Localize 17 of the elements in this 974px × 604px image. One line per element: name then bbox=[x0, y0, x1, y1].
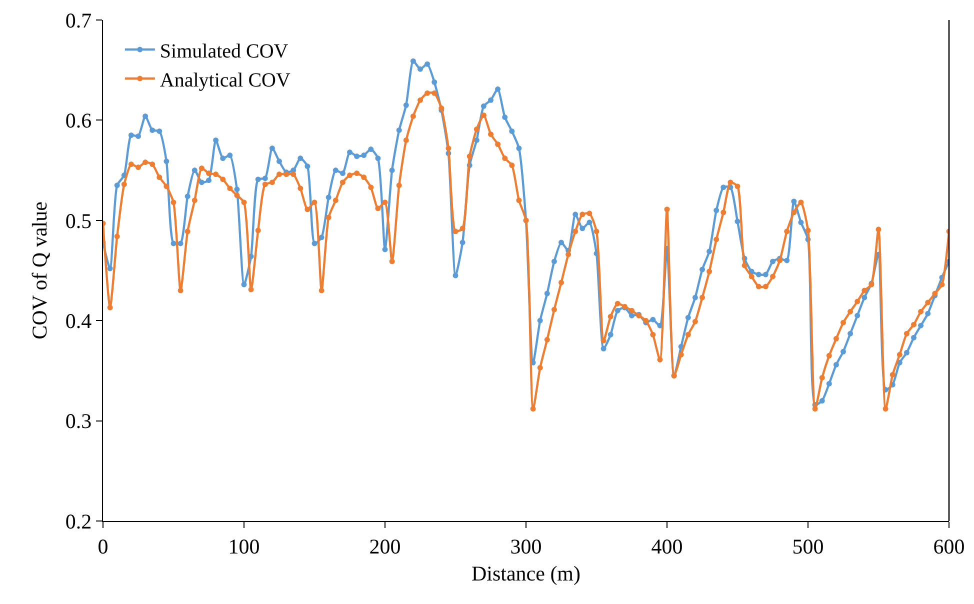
legend-label: Analytical COV bbox=[160, 69, 292, 92]
x-tick-label: 300 bbox=[510, 534, 542, 558]
y-axis-title: COV of Q value bbox=[28, 202, 52, 340]
x-tick-label: 100 bbox=[228, 534, 260, 558]
y-tick-label: 0.4 bbox=[65, 308, 92, 333]
y-tick-label: 0.6 bbox=[65, 108, 92, 133]
x-tick-label: 0 bbox=[98, 534, 108, 558]
y-tick-label: 0.3 bbox=[65, 409, 92, 434]
y-tick-label: 0.2 bbox=[65, 509, 92, 534]
y-tick-label: 0.7 bbox=[65, 8, 92, 32]
x-tick-label: 200 bbox=[369, 534, 401, 558]
x-tick-label: 600 bbox=[933, 534, 965, 558]
y-tick-label: 0.5 bbox=[65, 208, 92, 233]
x-axis-title: Distance (m) bbox=[471, 562, 581, 586]
legend-label: Simulated COV bbox=[160, 40, 289, 62]
x-tick-label: 400 bbox=[651, 534, 683, 558]
x-tick-label: 500 bbox=[792, 534, 824, 558]
